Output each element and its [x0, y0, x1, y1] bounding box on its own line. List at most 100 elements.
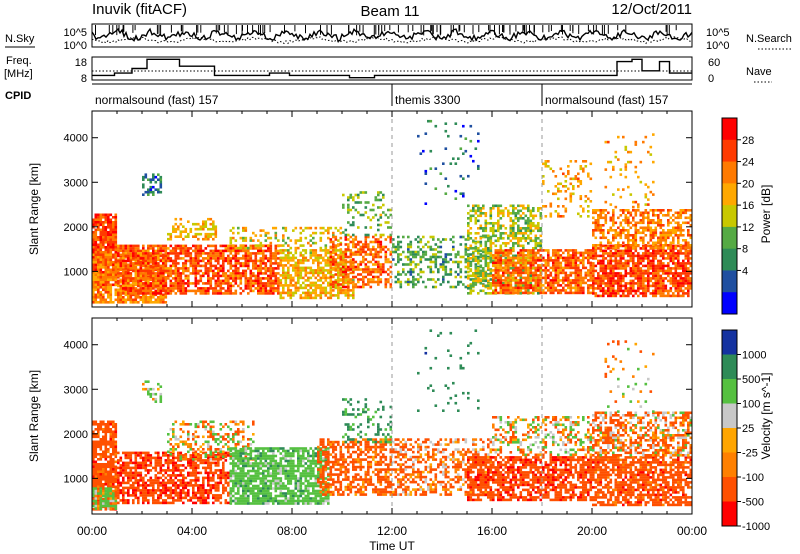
range-cell [159, 287, 163, 290]
range-cell [127, 263, 130, 267]
range-cell [667, 279, 670, 283]
range-cell [614, 272, 618, 275]
range-cell [637, 252, 640, 255]
range-cell [459, 174, 463, 178]
range-cell [637, 279, 640, 283]
range-cell [107, 293, 110, 297]
range-cell [197, 257, 200, 260]
range-cell [437, 250, 440, 254]
range-cell [252, 272, 255, 275]
range-cell [527, 209, 530, 213]
range-cell [497, 249, 500, 252]
range-cell [107, 288, 110, 292]
range-cell [549, 205, 553, 208]
range-cell [592, 264, 595, 268]
range-cell [352, 253, 355, 256]
range-cell [117, 282, 120, 285]
range-cell [97, 288, 100, 292]
range-cell [144, 289, 148, 293]
range-cell [154, 298, 158, 302]
range-cell [512, 232, 515, 235]
range-cell [554, 274, 558, 277]
range-cell [552, 264, 555, 267]
range-cell [474, 242, 478, 245]
range-cell [592, 272, 595, 275]
range-cell [169, 252, 173, 255]
range-cell [314, 296, 318, 300]
range-cell [459, 243, 463, 246]
range-cell [194, 244, 198, 248]
range-cell [204, 257, 208, 260]
range-cell [129, 289, 133, 293]
range-cell [464, 285, 468, 289]
range-cell [574, 175, 578, 178]
range-cell [307, 266, 310, 270]
range-cell [644, 254, 648, 258]
range-cell [279, 244, 283, 247]
range-cell [234, 269, 238, 273]
range-cell [142, 175, 145, 179]
range-cell [119, 298, 123, 302]
range-cell [119, 253, 123, 257]
range-cell [514, 217, 518, 220]
range-cell [157, 173, 160, 176]
range-cell [359, 263, 363, 266]
range-cell [227, 269, 230, 273]
range-cell [172, 262, 175, 265]
range-cell [197, 269, 200, 273]
range-cell [337, 249, 340, 252]
range-cell [164, 278, 168, 282]
range-cell [342, 270, 345, 274]
range-cell [302, 256, 305, 260]
range-cell [162, 272, 165, 275]
range-cell [519, 269, 523, 272]
range-cell [514, 256, 518, 260]
range-cell [314, 286, 318, 290]
range-cell [557, 251, 560, 255]
range-cell [254, 282, 258, 285]
range-cell [599, 254, 603, 258]
range-cell [619, 289, 623, 293]
range-cell [182, 244, 185, 248]
range-cell [284, 249, 288, 252]
range-cell [352, 196, 355, 199]
range-cell [582, 251, 585, 255]
range-cell [122, 259, 125, 263]
range-cell [372, 268, 375, 271]
range-cell [237, 267, 240, 270]
range-cell [359, 278, 363, 281]
range-cell [479, 207, 483, 210]
range-cell [649, 252, 653, 255]
range-cell [352, 279, 355, 282]
range-cell [212, 292, 215, 295]
range-cell [187, 247, 190, 250]
range-cell [569, 195, 573, 198]
range-cell [97, 273, 100, 277]
range-cell [582, 259, 585, 262]
range-cell [339, 248, 343, 251]
range-cell [632, 264, 635, 268]
range-cell [502, 289, 505, 292]
range-cell [624, 282, 628, 285]
range-cell [92, 248, 95, 252]
range-cell [237, 231, 240, 235]
range-cell [174, 259, 178, 263]
range-cell [99, 276, 103, 279]
range-cell [99, 213, 103, 217]
range-cell [329, 226, 333, 230]
range-cell [494, 251, 498, 255]
range-cell [352, 265, 355, 269]
range-cell [407, 243, 410, 246]
range-cell [442, 268, 445, 271]
range-cell [647, 254, 650, 258]
range-cell [594, 277, 598, 280]
range-cell [584, 276, 588, 280]
range-cell [452, 240, 455, 244]
range-cell [622, 284, 625, 288]
range-cell [659, 282, 663, 285]
range-cell [344, 268, 348, 271]
range-cell [104, 241, 108, 244]
range-cell [639, 284, 643, 288]
range-cell [279, 281, 283, 285]
range-cell [164, 284, 168, 288]
